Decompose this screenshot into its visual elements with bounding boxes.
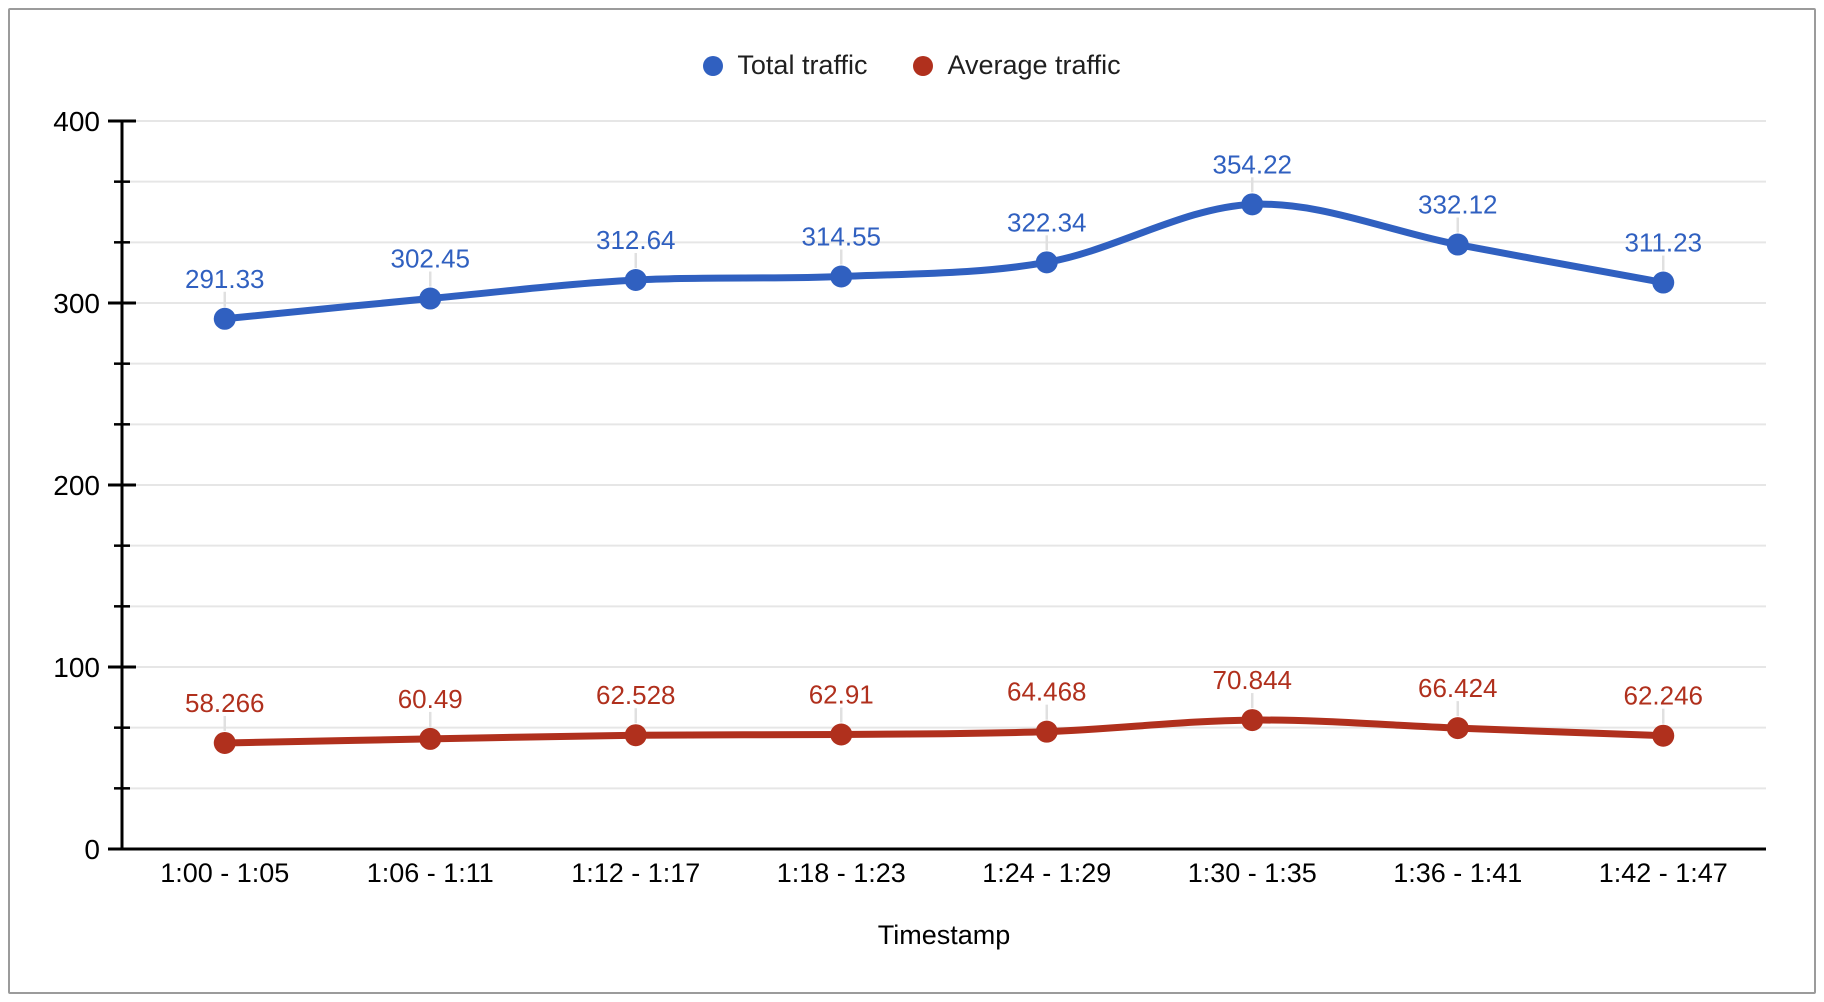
average-traffic-dot-icon xyxy=(913,55,934,76)
data-label: 314.55 xyxy=(801,222,881,252)
data-point[interactable] xyxy=(624,724,647,747)
data-point[interactable] xyxy=(419,287,442,310)
y-axis-tick-label: 200 xyxy=(53,470,100,501)
x-axis-title: Timestamp xyxy=(877,920,1011,950)
data-point[interactable] xyxy=(1652,724,1675,747)
total-traffic-dot-icon xyxy=(703,55,724,76)
x-axis-tick-label: 1:18 - 1:23 xyxy=(777,858,906,888)
series-line xyxy=(221,716,1667,747)
x-axis-tick-label: 1:30 - 1:35 xyxy=(1188,858,1317,888)
data-point[interactable] xyxy=(213,307,236,330)
series-line xyxy=(221,200,1667,323)
chart-frame xyxy=(8,8,1816,994)
x-axis-tick-label: 1:06 - 1:11 xyxy=(367,858,494,888)
data-point[interactable] xyxy=(1241,193,1264,216)
data-label: 311.23 xyxy=(1624,228,1702,258)
y-axis-tick-label: 0 xyxy=(84,834,100,865)
data-point[interactable] xyxy=(1241,709,1264,732)
data-point[interactable] xyxy=(213,731,236,754)
y-axis-tick-label: 300 xyxy=(53,288,100,319)
data-point[interactable] xyxy=(1652,271,1675,294)
data-label: 62.246 xyxy=(1623,681,1703,711)
data-label: 70.844 xyxy=(1212,665,1292,695)
data-label: 60.49 xyxy=(398,684,463,714)
data-point[interactable] xyxy=(624,268,647,291)
data-point[interactable] xyxy=(1035,720,1058,743)
data-point[interactable] xyxy=(1035,251,1058,274)
data-point[interactable] xyxy=(1446,233,1469,256)
data-point[interactable] xyxy=(830,265,853,288)
legend-label-total-traffic: Total traffic xyxy=(737,50,868,80)
data-label: 332.12 xyxy=(1418,190,1498,220)
x-axis-tick-label: 1:24 - 1:29 xyxy=(982,858,1111,888)
legend-label-average-traffic: Average traffic xyxy=(947,50,1121,80)
x-axis-tick-label: 1:12 - 1:17 xyxy=(571,858,700,888)
legend-item-average-traffic[interactable]: Average traffic xyxy=(913,50,1121,80)
data-point[interactable] xyxy=(419,727,442,750)
data-label: 62.91 xyxy=(809,680,874,710)
data-label: 322.34 xyxy=(1007,207,1087,237)
data-label: 302.45 xyxy=(390,244,470,274)
data-label: 354.22 xyxy=(1212,149,1292,179)
y-axis-tick-label: 100 xyxy=(53,652,100,683)
data-point[interactable] xyxy=(1446,717,1469,740)
data-label: 66.424 xyxy=(1418,673,1498,703)
y-axis-tick-label: 400 xyxy=(53,106,100,137)
data-label: 312.64 xyxy=(596,225,676,255)
x-axis-tick-label: 1:00 - 1:05 xyxy=(160,858,289,888)
data-label: 62.528 xyxy=(596,680,676,710)
legend-item-total-traffic[interactable]: Total traffic xyxy=(703,52,867,79)
data-label: 64.468 xyxy=(1007,677,1087,707)
x-axis-tick-label: 1:42 - 1:47 xyxy=(1599,858,1728,888)
data-label: 291.33 xyxy=(185,264,265,294)
data-point[interactable] xyxy=(830,723,853,746)
x-axis-tick-label: 1:36 - 1:41 xyxy=(1393,858,1522,888)
data-label: 58.266 xyxy=(185,688,265,718)
legend: Total traffic Average traffic xyxy=(0,52,1824,79)
